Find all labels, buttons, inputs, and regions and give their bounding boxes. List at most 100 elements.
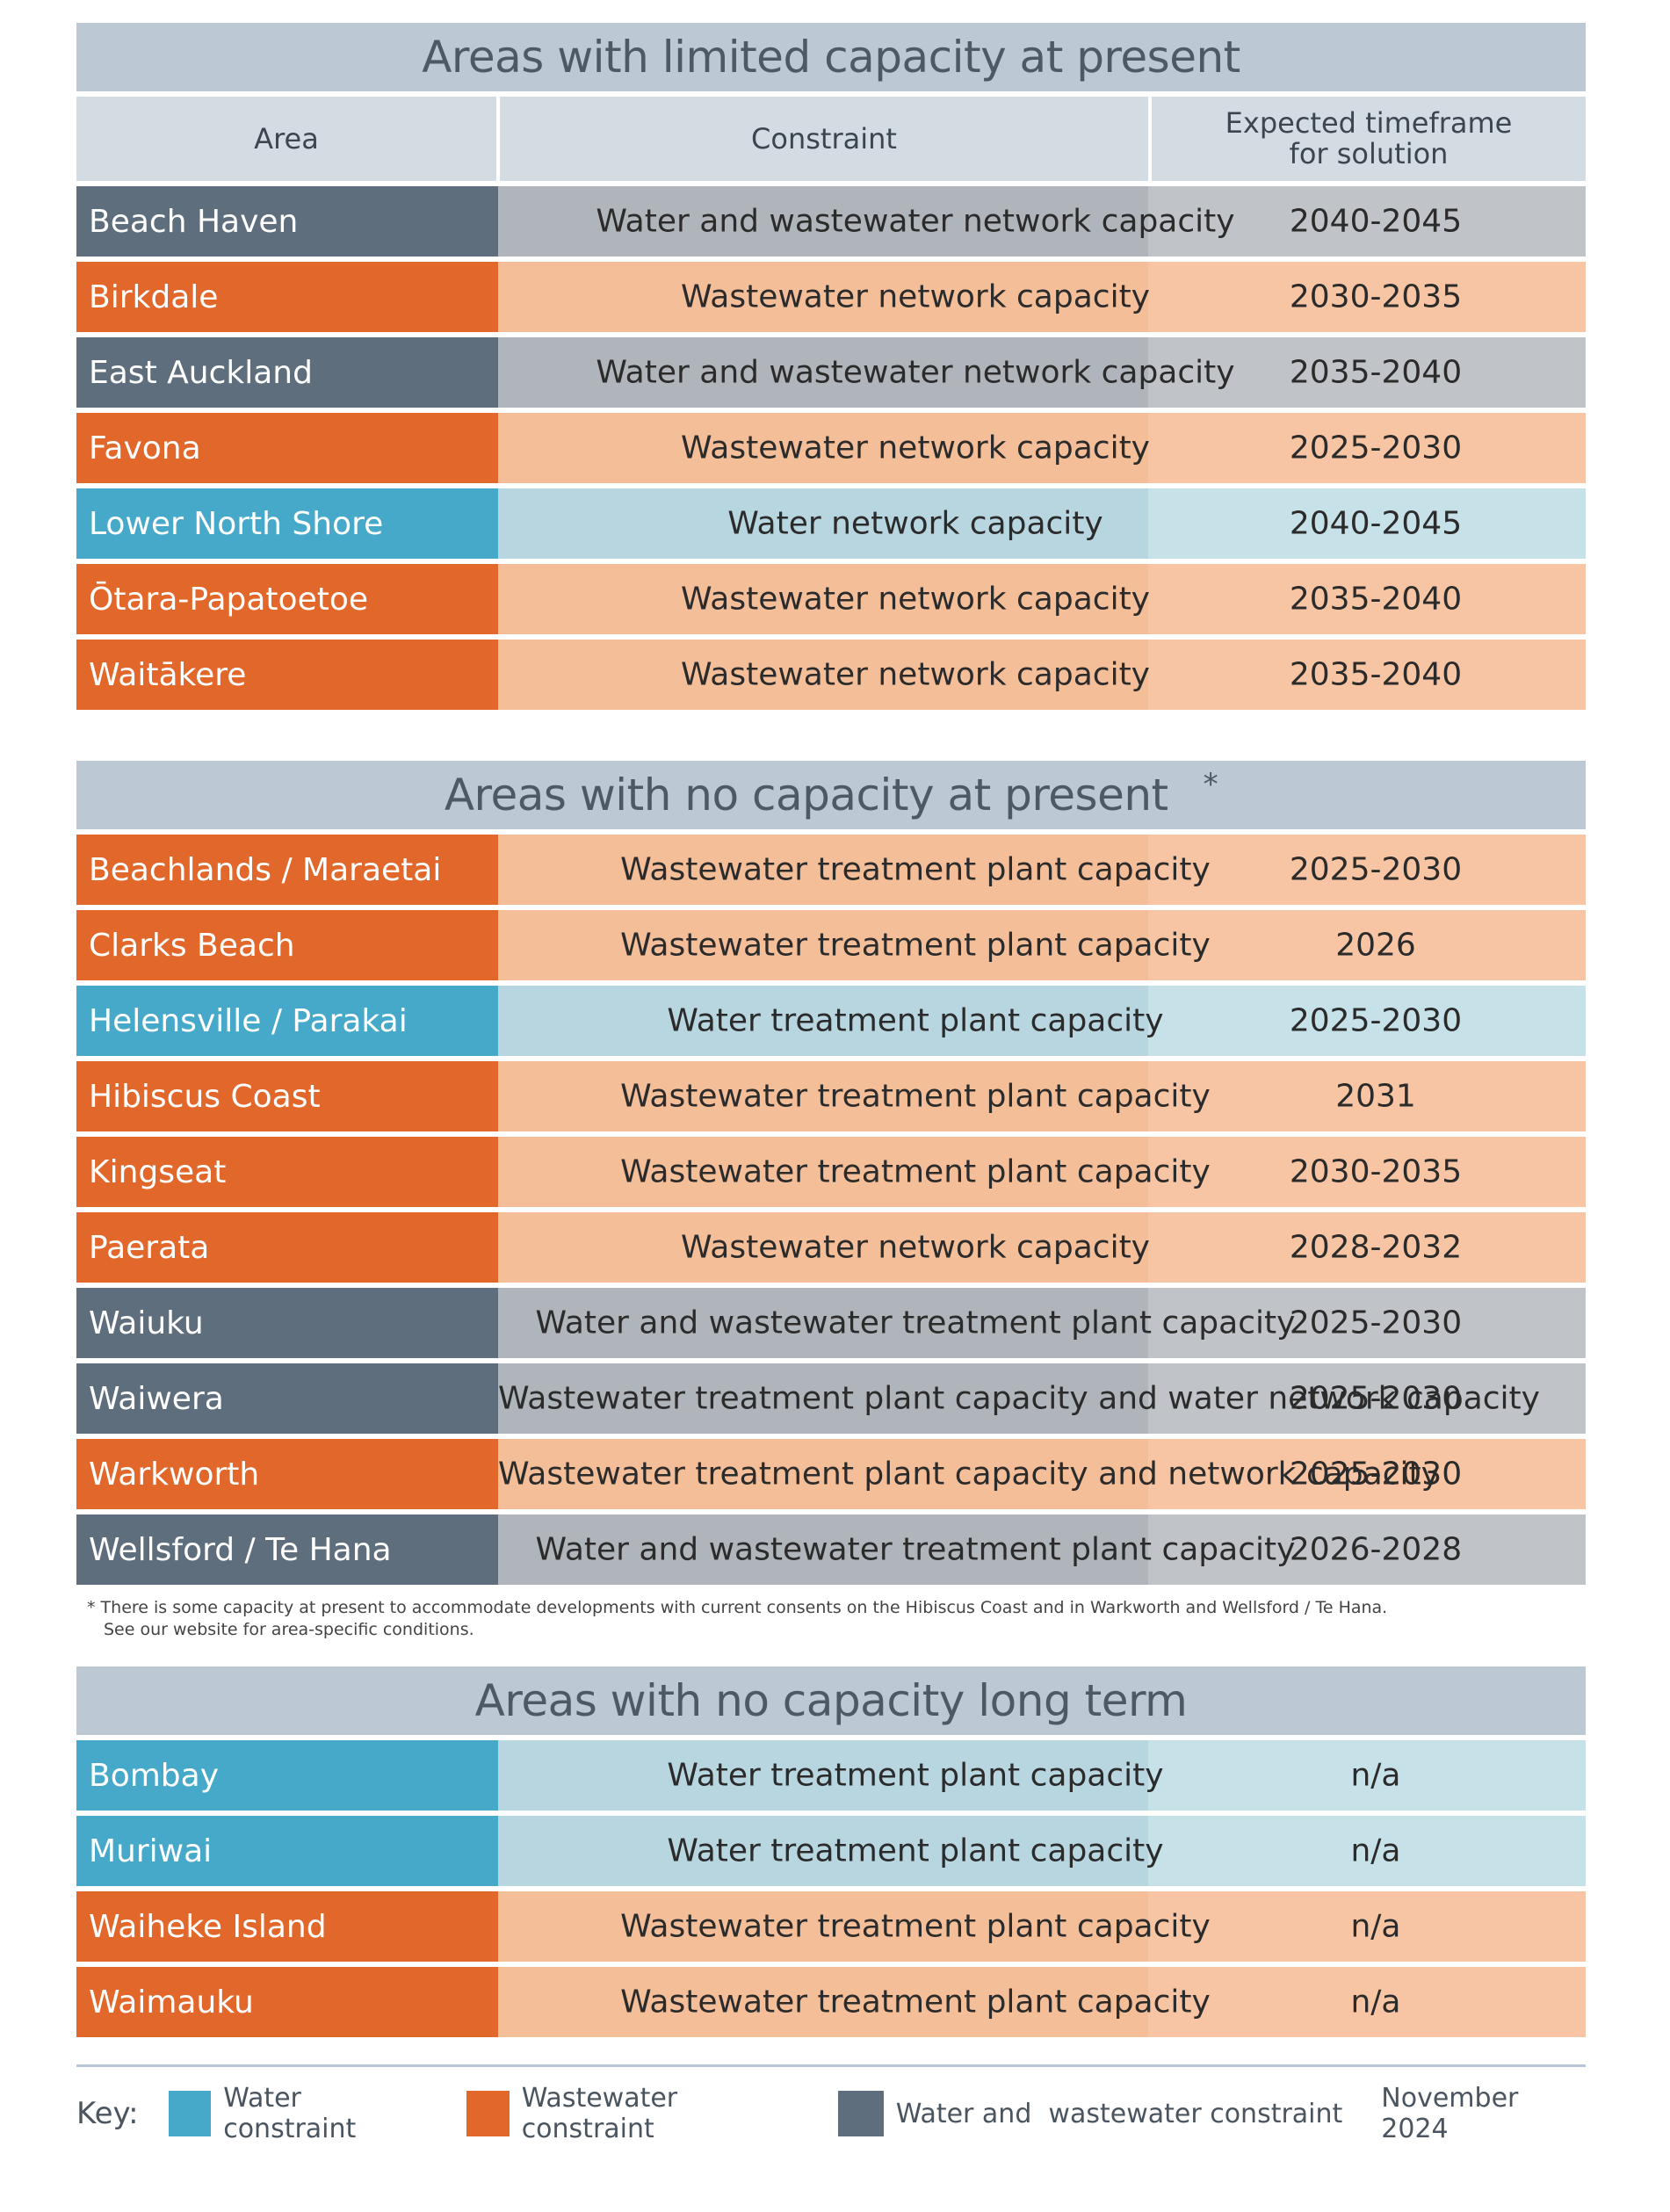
timeframe-cell (1148, 488, 1586, 559)
constraint-cell (498, 413, 1148, 483)
key-label: Key: (76, 2096, 139, 2131)
constraint-cell (498, 488, 1148, 559)
timeframe-text: 2035-2040 (1289, 354, 1463, 391)
area-cell: Clarks Beach (76, 910, 498, 980)
constraint-cell (498, 1363, 1148, 1434)
wastewater-swatch-icon (466, 2091, 510, 2136)
area-cell: Waiheke Island (76, 1891, 498, 1963)
constraint-cell (498, 986, 1148, 1056)
constraint-text: Wastewater network capacity (680, 430, 1150, 466)
area-cell: Lower North Shore (76, 488, 498, 559)
table-header: Area Constraint Expected timeframe for s… (76, 97, 1586, 181)
constraint-text: Wastewater treatment plant capacity (620, 1908, 1211, 1945)
constraint-cell (498, 1212, 1148, 1283)
timeframe-text: 2026 (1335, 927, 1416, 964)
constraint-cell (498, 1514, 1148, 1585)
constraint-cell (498, 564, 1148, 634)
section-title-text: Areas with limited capacity at present (422, 32, 1240, 83)
constraint-text: Water and wastewater treatment plant cap… (535, 1531, 1296, 1568)
row-detail: Wastewater treatment plant capacity and … (498, 1439, 1586, 1509)
constraint-cell (498, 1061, 1148, 1131)
constraint-cell (498, 1816, 1148, 1887)
row-detail: Water and wastewater network capacity 203… (498, 337, 1586, 408)
rows-no-capacity-long-term: Bombay Water treatment plant capacity n/a M… (76, 1740, 1586, 2038)
area-cell: Wellsford / Te Hana (76, 1514, 498, 1585)
area-cell: Birkdale (76, 262, 498, 332)
table-row: East Auckland Water and wastewater networ… (76, 337, 1586, 408)
footnote-line-2: See our website for area-specific condit… (104, 1619, 474, 1639)
area-cell: Helensville / Parakai (76, 986, 498, 1056)
area-cell: Bombay (76, 1740, 498, 1811)
timeframe-text: 2025-2030 (1289, 430, 1463, 466)
key-water-label: Water constraint (223, 2083, 357, 2144)
header-timeframe-line1: Expected timeframe (1225, 106, 1513, 141)
row-detail: Water network capacity 2040-2045 (498, 488, 1586, 559)
row-detail: Wastewater network capacity 2025-2030 (498, 413, 1586, 483)
table-row: Beach Haven Water and wastewater network … (76, 186, 1586, 257)
timeframe-text: 2025-2030 (1289, 1002, 1463, 1039)
constraint-cell (498, 835, 1148, 905)
timeframe-cell (1148, 1891, 1586, 1963)
header-timeframe: Expected timeframe for solution (1152, 97, 1586, 181)
section-title-text: Areas with no capacity long term (474, 1675, 1188, 1727)
row-detail: Wastewater network capacity 2035-2040 (498, 564, 1586, 634)
constraint-cell (498, 1967, 1148, 2038)
legend-key: Key: Water constraint Wastewater constra… (76, 2083, 1586, 2144)
both-swatch-icon (837, 2091, 884, 2136)
header-timeframe-line2: for solution (1289, 137, 1449, 170)
area-cell: Waiwera (76, 1363, 498, 1434)
timeframe-text: 2040-2045 (1289, 505, 1463, 542)
timeframe-cell (1148, 1137, 1586, 1207)
timeframe-text: 2031 (1335, 1078, 1416, 1115)
timeframe-text: 2030-2035 (1289, 1153, 1463, 1190)
constraint-text: Wastewater treatment plant capacity and … (498, 1456, 1440, 1493)
area-cell: Beach Haven (76, 186, 498, 257)
key-divider (76, 2064, 1586, 2067)
timeframe-cell (1148, 1212, 1586, 1283)
key-item-wastewater: Wastewater constraint (466, 2083, 799, 2144)
constraint-text: Water and wastewater network capacity (596, 203, 1235, 240)
constraint-text: Wastewater treatment plant capacity (620, 1153, 1211, 1190)
timeframe-cell (1148, 1363, 1586, 1434)
row-detail: Water treatment plant capacity n/a (498, 1740, 1586, 1811)
constraint-text: Wastewater treatment plant capacity (620, 1078, 1211, 1115)
timeframe-cell (1148, 835, 1586, 905)
timeframe-text: 2025-2030 (1289, 1456, 1463, 1493)
timeframe-text: 2040-2045 (1289, 203, 1463, 240)
constraint-text: Wastewater network capacity (680, 581, 1150, 618)
key-both-label: Water and wastewater constraint (895, 2098, 1343, 2129)
constraint-cell (498, 262, 1148, 332)
timeframe-text: n/a (1350, 1832, 1401, 1869)
constraint-text: Wastewater treatment plant capacity (620, 851, 1211, 888)
area-cell: Waimauku (76, 1967, 498, 2038)
table-row: Lower North Shore Water network capacity 2… (76, 488, 1586, 559)
area-cell: Warkworth (76, 1439, 498, 1509)
constraint-text: Wastewater network capacity (680, 1229, 1150, 1266)
timeframe-text: 2030-2035 (1289, 278, 1463, 315)
table-row: Beachlands / Maraetai Wastewater treatmen… (76, 835, 1586, 905)
header-area: Area (76, 97, 496, 181)
area-cell: Favona (76, 413, 498, 483)
capacity-sheet: Areas with limited capacity at present A… (76, 23, 1586, 2038)
timeframe-cell (1148, 1514, 1586, 1585)
section-title-limited: Areas with limited capacity at present (76, 23, 1586, 91)
timeframe-text: 2035-2040 (1289, 656, 1463, 693)
timeframe-text: n/a (1350, 1757, 1401, 1794)
area-cell: Muriwai (76, 1816, 498, 1887)
table-row: Helensville / Parakai Water treatment pla… (76, 986, 1586, 1056)
area-cell: East Auckland (76, 337, 498, 408)
area-cell: Kingseat (76, 1137, 498, 1207)
timeframe-cell (1148, 413, 1586, 483)
table-row: Waiwera Wastewater treatment plant capaci… (76, 1363, 1586, 1434)
timeframe-cell (1148, 1061, 1586, 1131)
timeframe-cell (1148, 1816, 1586, 1887)
timeframe-cell (1148, 910, 1586, 980)
key-item-both: Water and wastewater constraint (837, 2091, 1343, 2136)
table-row: Hibiscus Coast Wastewater treatment plant… (76, 1061, 1586, 1131)
timeframe-cell (1148, 186, 1586, 257)
area-cell: Beachlands / Maraetai (76, 835, 498, 905)
timeframe-cell (1148, 1288, 1586, 1358)
row-detail: Wastewater treatment plant capacity and … (498, 1363, 1586, 1434)
timeframe-cell (1148, 1740, 1586, 1811)
footnote-marker: * (1203, 767, 1218, 802)
